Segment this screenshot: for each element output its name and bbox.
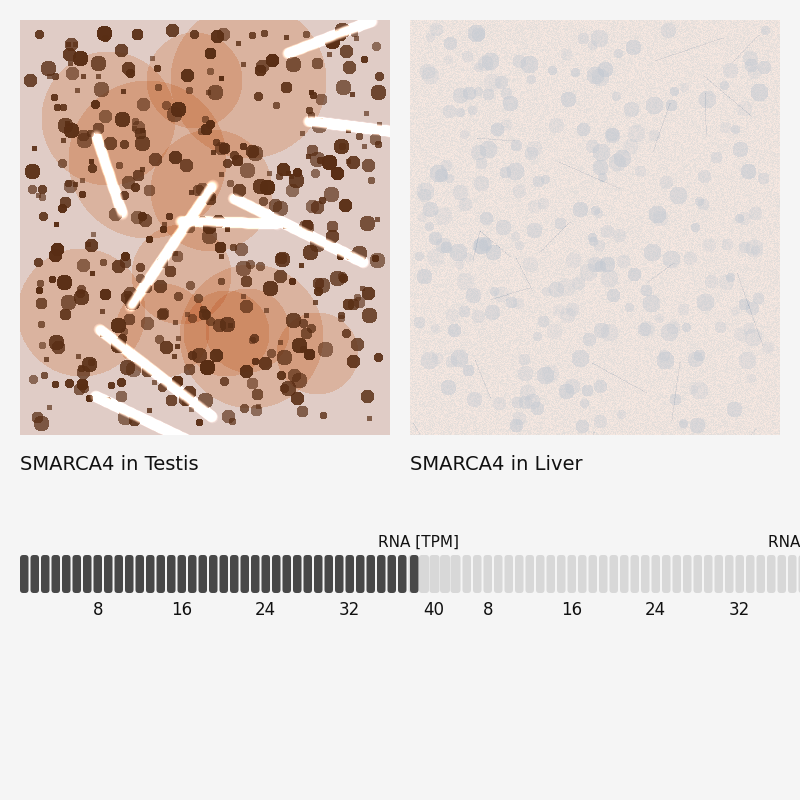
- FancyBboxPatch shape: [377, 555, 386, 593]
- Text: 40: 40: [423, 601, 444, 619]
- FancyBboxPatch shape: [157, 555, 165, 593]
- FancyBboxPatch shape: [419, 555, 427, 593]
- FancyBboxPatch shape: [314, 555, 322, 593]
- FancyBboxPatch shape: [421, 555, 429, 593]
- FancyBboxPatch shape: [546, 555, 555, 593]
- FancyBboxPatch shape: [346, 555, 354, 593]
- FancyBboxPatch shape: [798, 555, 800, 593]
- FancyBboxPatch shape: [610, 555, 618, 593]
- FancyBboxPatch shape: [431, 555, 439, 593]
- FancyBboxPatch shape: [335, 555, 343, 593]
- FancyBboxPatch shape: [452, 555, 461, 593]
- FancyBboxPatch shape: [651, 555, 660, 593]
- FancyBboxPatch shape: [366, 555, 375, 593]
- FancyBboxPatch shape: [462, 555, 471, 593]
- Text: 32: 32: [339, 601, 360, 619]
- FancyBboxPatch shape: [673, 555, 681, 593]
- FancyBboxPatch shape: [209, 555, 218, 593]
- FancyBboxPatch shape: [262, 555, 270, 593]
- FancyBboxPatch shape: [104, 555, 113, 593]
- FancyBboxPatch shape: [387, 555, 396, 593]
- FancyBboxPatch shape: [272, 555, 281, 593]
- Text: SMARCA4 in Testis: SMARCA4 in Testis: [20, 455, 198, 474]
- FancyBboxPatch shape: [515, 555, 523, 593]
- FancyBboxPatch shape: [241, 555, 249, 593]
- FancyBboxPatch shape: [694, 555, 702, 593]
- FancyBboxPatch shape: [125, 555, 134, 593]
- FancyBboxPatch shape: [662, 555, 670, 593]
- FancyBboxPatch shape: [167, 555, 175, 593]
- FancyBboxPatch shape: [282, 555, 291, 593]
- FancyBboxPatch shape: [83, 555, 91, 593]
- FancyBboxPatch shape: [114, 555, 123, 593]
- FancyBboxPatch shape: [578, 555, 586, 593]
- FancyBboxPatch shape: [30, 555, 39, 593]
- Text: 24: 24: [645, 601, 666, 619]
- FancyBboxPatch shape: [788, 555, 797, 593]
- FancyBboxPatch shape: [683, 555, 691, 593]
- FancyBboxPatch shape: [442, 555, 450, 593]
- FancyBboxPatch shape: [94, 555, 102, 593]
- FancyBboxPatch shape: [198, 555, 207, 593]
- FancyBboxPatch shape: [767, 555, 775, 593]
- FancyBboxPatch shape: [536, 555, 545, 593]
- Text: 24: 24: [255, 601, 276, 619]
- FancyBboxPatch shape: [450, 555, 459, 593]
- Text: SMARCA4 in Liver: SMARCA4 in Liver: [410, 455, 582, 474]
- Text: 16: 16: [171, 601, 192, 619]
- FancyBboxPatch shape: [430, 555, 438, 593]
- FancyBboxPatch shape: [746, 555, 754, 593]
- FancyBboxPatch shape: [251, 555, 259, 593]
- FancyBboxPatch shape: [630, 555, 639, 593]
- FancyBboxPatch shape: [641, 555, 650, 593]
- FancyBboxPatch shape: [398, 555, 406, 593]
- FancyBboxPatch shape: [440, 555, 449, 593]
- FancyBboxPatch shape: [526, 555, 534, 593]
- FancyBboxPatch shape: [557, 555, 566, 593]
- FancyBboxPatch shape: [230, 555, 238, 593]
- FancyBboxPatch shape: [494, 555, 502, 593]
- Text: 16: 16: [561, 601, 582, 619]
- FancyBboxPatch shape: [714, 555, 723, 593]
- FancyBboxPatch shape: [735, 555, 744, 593]
- FancyBboxPatch shape: [778, 555, 786, 593]
- FancyBboxPatch shape: [41, 555, 50, 593]
- FancyBboxPatch shape: [356, 555, 365, 593]
- Text: 32: 32: [729, 601, 750, 619]
- FancyBboxPatch shape: [725, 555, 734, 593]
- Text: 8: 8: [482, 601, 493, 619]
- FancyBboxPatch shape: [589, 555, 597, 593]
- FancyBboxPatch shape: [473, 555, 482, 593]
- FancyBboxPatch shape: [410, 555, 418, 593]
- FancyBboxPatch shape: [188, 555, 197, 593]
- FancyBboxPatch shape: [303, 555, 312, 593]
- FancyBboxPatch shape: [757, 555, 765, 593]
- FancyBboxPatch shape: [505, 555, 513, 593]
- FancyBboxPatch shape: [409, 555, 417, 593]
- FancyBboxPatch shape: [620, 555, 629, 593]
- FancyBboxPatch shape: [20, 555, 29, 593]
- Text: RNA [TPM]: RNA [TPM]: [768, 535, 800, 550]
- FancyBboxPatch shape: [135, 555, 144, 593]
- Text: 8: 8: [93, 601, 103, 619]
- FancyBboxPatch shape: [219, 555, 228, 593]
- FancyBboxPatch shape: [51, 555, 60, 593]
- FancyBboxPatch shape: [62, 555, 70, 593]
- FancyBboxPatch shape: [73, 555, 81, 593]
- FancyBboxPatch shape: [567, 555, 576, 593]
- FancyBboxPatch shape: [704, 555, 713, 593]
- FancyBboxPatch shape: [483, 555, 492, 593]
- FancyBboxPatch shape: [599, 555, 607, 593]
- FancyBboxPatch shape: [325, 555, 333, 593]
- FancyBboxPatch shape: [293, 555, 302, 593]
- Text: RNA [TPM]: RNA [TPM]: [378, 535, 459, 550]
- FancyBboxPatch shape: [146, 555, 154, 593]
- FancyBboxPatch shape: [178, 555, 186, 593]
